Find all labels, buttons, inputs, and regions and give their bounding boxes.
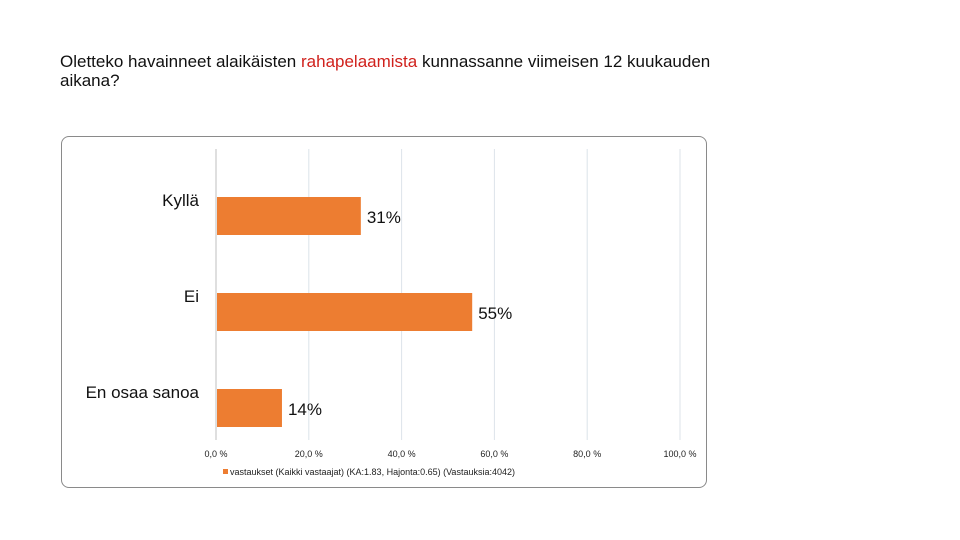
title-text-1: Oletteko havainneet alaikäisten	[60, 52, 301, 71]
data-label: 55%	[478, 304, 512, 323]
tick-label: 0,0 %	[204, 449, 227, 459]
data-label: 31%	[367, 208, 401, 227]
bars	[217, 197, 473, 427]
chart-frame	[61, 136, 707, 488]
bar	[217, 197, 361, 235]
tick-label: 40,0 %	[388, 449, 416, 459]
category-label: Kyllä	[162, 191, 199, 210]
category-labels: Kyllä Ei En osaa sanoa	[86, 191, 200, 402]
bar	[217, 293, 473, 331]
tick-label: 20,0 %	[295, 449, 323, 459]
legend: vastaukset (Kaikki vastaajat) (KA:1.83, …	[223, 467, 515, 477]
bar	[217, 389, 282, 427]
category-label: Ei	[184, 287, 199, 306]
data-labels: 31% 55% 14%	[288, 208, 512, 419]
category-label: En osaa sanoa	[86, 383, 200, 402]
x-axis-ticks: 0,0 % 20,0 % 40,0 % 60,0 % 80,0 % 100,0 %	[204, 449, 696, 459]
tick-label: 80,0 %	[573, 449, 601, 459]
tick-label: 100,0 %	[663, 449, 696, 459]
title-text-2: kunnassanne viimeisen 12 kuukauden aikan…	[60, 52, 711, 90]
data-label: 14%	[288, 400, 322, 419]
title-highlight: rahapelaamista	[301, 52, 418, 71]
chart-title: Oletteko havainneet alaikäisten rahapela…	[60, 52, 760, 90]
legend-label: vastaukset (Kaikki vastaajat) (KA:1.83, …	[230, 467, 515, 477]
legend-swatch	[223, 469, 228, 474]
tick-label: 60,0 %	[480, 449, 508, 459]
gridlines	[215, 149, 681, 440]
